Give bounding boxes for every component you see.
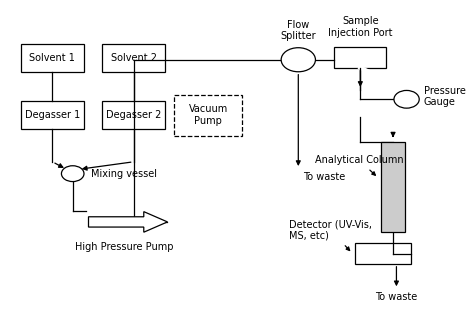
Bar [102, 101, 165, 129]
Text: Analytical Column: Analytical Column [315, 156, 404, 175]
Circle shape [62, 166, 84, 182]
Bar [21, 44, 84, 72]
Polygon shape [89, 212, 167, 232]
Bar [174, 95, 242, 136]
Text: Flow
Splitter: Flow Splitter [281, 20, 316, 42]
Text: Vacuum
Pump: Vacuum Pump [189, 104, 228, 126]
Text: Mixing vessel: Mixing vessel [91, 169, 157, 179]
Text: Degasser 1: Degasser 1 [25, 110, 80, 120]
Text: Solvent 2: Solvent 2 [110, 53, 156, 63]
Text: To waste: To waste [303, 172, 345, 182]
Text: Solvent 1: Solvent 1 [29, 53, 75, 63]
Bar [102, 44, 165, 72]
Bar [334, 47, 386, 68]
Bar [381, 142, 405, 232]
Text: High Pressure Pump: High Pressure Pump [75, 242, 173, 252]
Text: Pressure
Gauge: Pressure Gauge [424, 86, 465, 108]
Text: Degasser 2: Degasser 2 [106, 110, 161, 120]
Text: Sample
Injection Port: Sample Injection Port [328, 16, 392, 38]
Bar [355, 243, 411, 264]
Text: To waste: To waste [375, 292, 418, 302]
Circle shape [281, 48, 315, 72]
Bar [21, 101, 84, 129]
Text: Detector (UV-Vis,
MS, etc): Detector (UV-Vis, MS, etc) [289, 219, 372, 251]
Circle shape [394, 90, 419, 108]
